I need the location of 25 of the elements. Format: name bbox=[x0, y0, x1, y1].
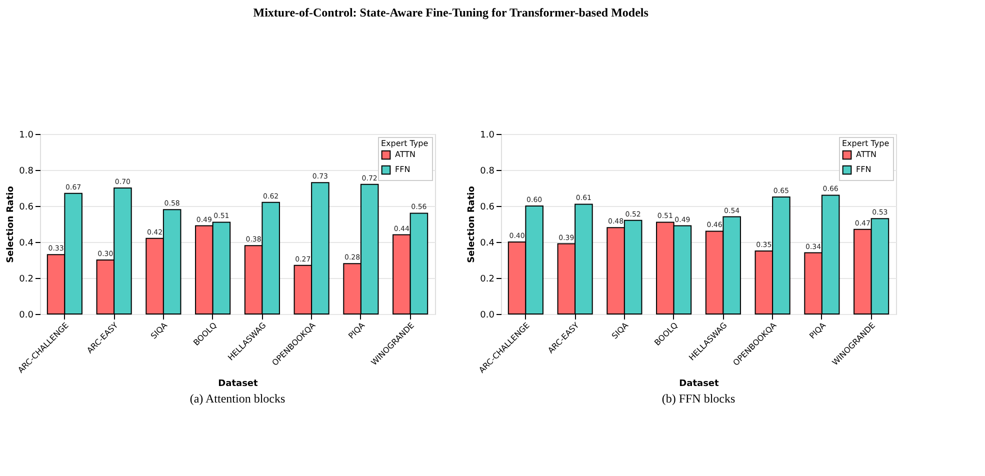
y-tick-label: 0.8 bbox=[19, 166, 34, 176]
y-tick-label: 0.6 bbox=[19, 202, 34, 212]
text: (a) Attention blocks bbox=[190, 391, 286, 406]
legend-label: FFN bbox=[856, 165, 872, 174]
y-tick-label: 0.4 bbox=[480, 238, 495, 248]
legend-title: Expert Type bbox=[842, 139, 890, 148]
legend-label: FFN bbox=[395, 165, 410, 174]
legend-label: ATTN bbox=[395, 150, 416, 159]
legend-label: ATTN bbox=[856, 150, 876, 159]
x-axis-title: Dataset bbox=[679, 378, 720, 389]
legend-title: Expert Type bbox=[381, 139, 428, 148]
y-tick-label: 0.4 bbox=[19, 238, 34, 248]
y-axis-title: Selection Ratio bbox=[467, 186, 478, 263]
y-tick-label: 1.0 bbox=[19, 130, 34, 140]
y-tick-label: 1.0 bbox=[480, 130, 495, 140]
y-axis-title: Selection Ratio bbox=[6, 186, 16, 263]
y-tick-label: 0.2 bbox=[19, 274, 34, 284]
y-tick-label: 0.0 bbox=[480, 310, 495, 320]
x-axis-title: Dataset bbox=[218, 378, 259, 389]
text: (b) FFN blocks bbox=[662, 391, 736, 406]
y-tick-label: 0.2 bbox=[480, 274, 494, 284]
y-tick-label: 0.0 bbox=[19, 310, 34, 320]
y-tick-label: 0.8 bbox=[480, 166, 495, 176]
y-tick-label: 0.6 bbox=[480, 202, 495, 212]
chart-title: Mixture-of-Control: State-Aware Fine-Tuning for Transformer-based Models bbox=[253, 6, 649, 20]
